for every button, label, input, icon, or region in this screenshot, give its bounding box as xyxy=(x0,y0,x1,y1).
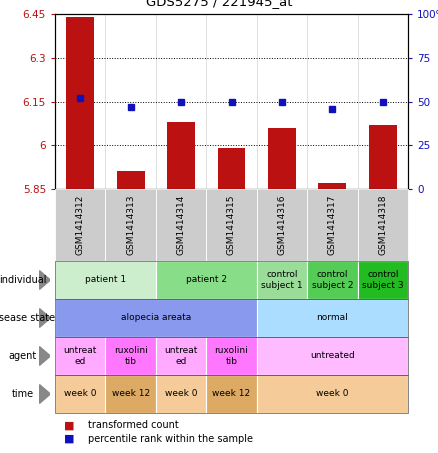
Polygon shape xyxy=(39,308,50,328)
Text: week 12: week 12 xyxy=(212,390,251,399)
Bar xyxy=(167,122,195,189)
Bar xyxy=(318,183,346,189)
Text: patient 1: patient 1 xyxy=(85,275,126,284)
Text: GSM1414316: GSM1414316 xyxy=(277,195,286,255)
Text: ■: ■ xyxy=(64,434,74,444)
Text: disease state: disease state xyxy=(0,313,55,323)
Text: GSM1414314: GSM1414314 xyxy=(177,195,186,255)
Text: transformed count: transformed count xyxy=(88,420,179,430)
Text: control
subject 1: control subject 1 xyxy=(261,270,303,290)
Bar xyxy=(268,128,296,189)
Text: GSM1414315: GSM1414315 xyxy=(227,195,236,255)
Bar xyxy=(117,172,145,189)
Bar xyxy=(66,17,94,189)
Text: week 12: week 12 xyxy=(112,390,150,399)
Text: time: time xyxy=(12,389,34,399)
Text: GSM1414313: GSM1414313 xyxy=(126,195,135,255)
Polygon shape xyxy=(39,347,50,366)
Text: week 0: week 0 xyxy=(64,390,96,399)
Polygon shape xyxy=(39,385,50,404)
Text: week 0: week 0 xyxy=(165,390,198,399)
Polygon shape xyxy=(39,270,50,289)
Text: GDS5275 / 221945_at: GDS5275 / 221945_at xyxy=(146,0,292,9)
Text: untreated: untreated xyxy=(310,352,355,361)
Text: control
subject 2: control subject 2 xyxy=(311,270,353,290)
Text: ruxolini
tib: ruxolini tib xyxy=(215,346,248,366)
Text: GSM1414317: GSM1414317 xyxy=(328,195,337,255)
Text: normal: normal xyxy=(317,313,348,323)
Text: GSM1414318: GSM1414318 xyxy=(378,195,387,255)
Text: percentile rank within the sample: percentile rank within the sample xyxy=(88,434,253,444)
Text: individual: individual xyxy=(0,275,46,285)
Text: patient 2: patient 2 xyxy=(186,275,227,284)
Text: ■: ■ xyxy=(64,420,74,430)
Text: ruxolini
tib: ruxolini tib xyxy=(114,346,148,366)
Text: untreat
ed: untreat ed xyxy=(64,346,97,366)
Bar xyxy=(218,148,245,189)
Text: untreat
ed: untreat ed xyxy=(164,346,198,366)
Text: agent: agent xyxy=(9,351,37,361)
Text: control
subject 3: control subject 3 xyxy=(362,270,403,290)
Bar xyxy=(369,125,397,189)
Text: GSM1414312: GSM1414312 xyxy=(76,195,85,255)
Text: week 0: week 0 xyxy=(316,390,349,399)
Text: alopecia areata: alopecia areata xyxy=(121,313,191,323)
